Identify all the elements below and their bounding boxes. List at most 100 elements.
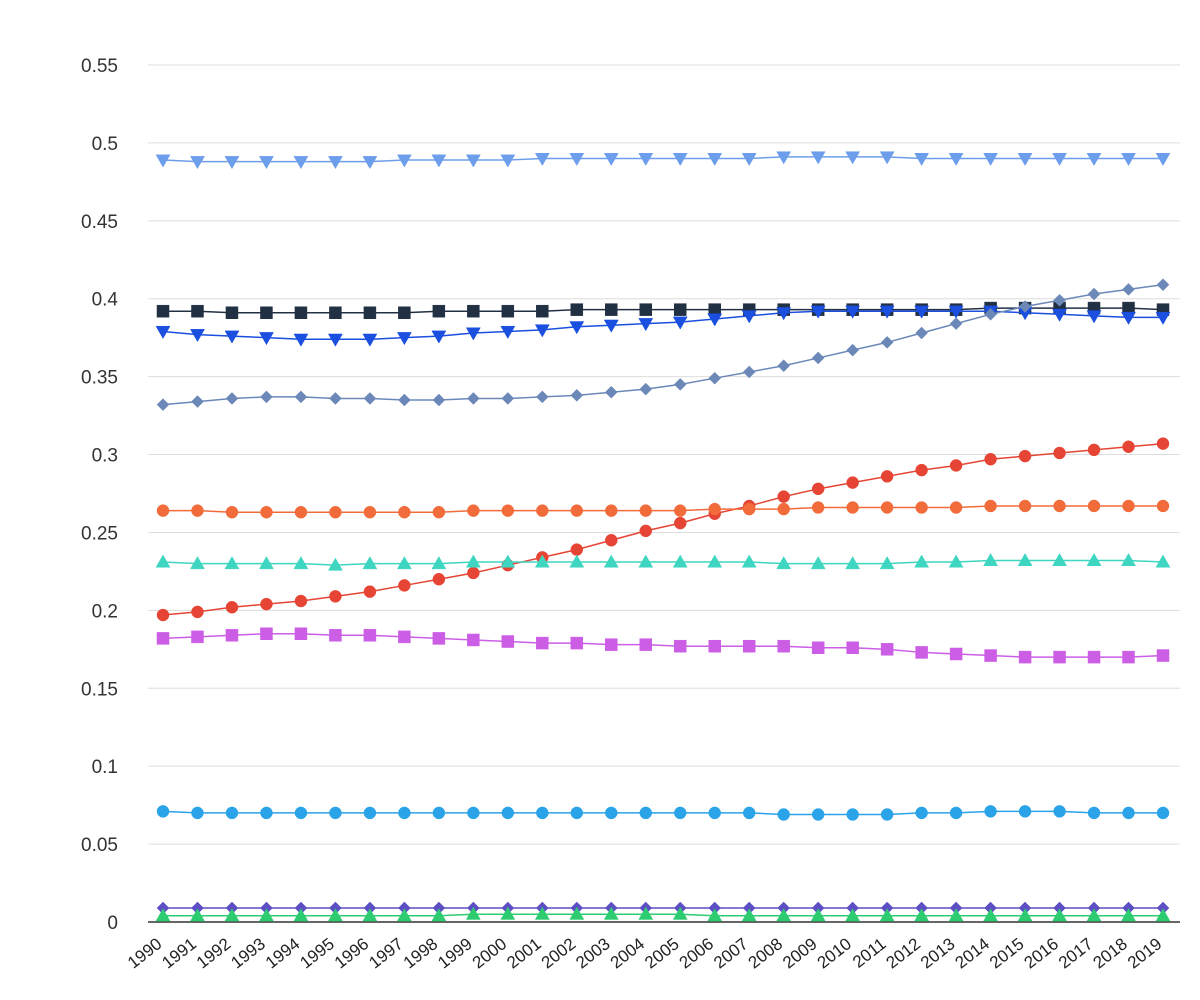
y-tick-label: 0.55 — [81, 56, 118, 77]
series-4 — [156, 278, 1170, 412]
data-point — [949, 459, 963, 472]
data-point — [260, 597, 273, 611]
data-point — [570, 388, 584, 402]
data-point — [845, 305, 861, 319]
data-point — [1156, 806, 1170, 820]
data-point — [846, 641, 859, 655]
data-point — [569, 321, 585, 335]
data-point — [948, 305, 964, 319]
data-point — [639, 303, 653, 316]
data-point — [914, 908, 930, 922]
y-tick-label: 0.5 — [92, 134, 118, 155]
data-point — [810, 908, 826, 922]
data-point — [1086, 908, 1102, 922]
data-point — [467, 806, 480, 820]
data-point — [1018, 449, 1032, 463]
y-tick-label: 0.25 — [81, 523, 118, 544]
data-point — [846, 343, 860, 357]
data-point — [672, 152, 688, 166]
series-line — [162, 283, 1164, 406]
data-point — [156, 632, 170, 645]
data-point — [398, 393, 411, 407]
data-point — [534, 152, 550, 166]
data-point — [190, 556, 205, 570]
x-tick-label: 1998 — [400, 934, 442, 972]
data-point — [673, 639, 687, 653]
data-point — [846, 501, 859, 514]
data-point — [362, 333, 378, 347]
data-point — [914, 554, 930, 568]
data-point — [845, 908, 861, 922]
data-point — [673, 504, 687, 517]
data-point — [603, 152, 619, 166]
data-point — [465, 906, 481, 920]
data-point — [776, 307, 792, 321]
data-point — [570, 806, 584, 820]
data-point — [811, 641, 825, 655]
data-point — [811, 482, 825, 496]
data-point — [467, 304, 480, 318]
data-point — [742, 365, 756, 379]
data-point — [1155, 311, 1171, 325]
series-3 — [155, 305, 1171, 347]
data-point — [432, 393, 446, 407]
data-point — [260, 806, 273, 820]
data-point — [363, 306, 377, 320]
x-tick-label: 2014 — [952, 934, 994, 972]
data-point — [500, 554, 516, 568]
data-point — [605, 638, 618, 651]
data-point — [1018, 499, 1032, 513]
data-point — [327, 333, 343, 347]
data-point — [260, 390, 273, 404]
data-point — [1017, 908, 1033, 922]
data-point — [329, 629, 342, 642]
data-point — [467, 633, 480, 647]
data-point — [260, 505, 273, 519]
data-point — [638, 554, 654, 568]
data-point — [639, 806, 653, 820]
data-point — [536, 806, 549, 820]
x-tick-label: 2018 — [1089, 934, 1131, 972]
data-point — [156, 805, 170, 818]
data-point — [605, 504, 618, 517]
data-point — [811, 501, 825, 514]
x-tick-label: 1990 — [124, 934, 166, 972]
data-point — [329, 590, 342, 603]
x-tick-label: 2011 — [849, 934, 890, 971]
data-point — [915, 463, 928, 477]
data-point — [465, 154, 481, 168]
data-point — [1053, 499, 1066, 513]
x-tick-label: 2015 — [986, 934, 1028, 972]
data-point — [605, 303, 618, 316]
data-point — [638, 152, 654, 166]
data-point — [673, 806, 687, 820]
data-point — [639, 638, 653, 651]
data-point — [948, 908, 964, 922]
data-point — [741, 908, 757, 922]
x-tick-label: 1999 — [434, 934, 476, 972]
data-point — [1086, 152, 1102, 166]
series-line — [162, 559, 1164, 566]
data-point — [672, 554, 688, 568]
data-point — [570, 543, 584, 556]
data-point — [396, 154, 412, 168]
data-point — [741, 310, 757, 324]
y-tick-label: 0.35 — [81, 368, 118, 389]
data-point — [879, 908, 895, 922]
data-point — [363, 806, 377, 820]
data-point — [1087, 806, 1101, 820]
x-tick-label: 2007 — [710, 934, 752, 972]
data-point — [708, 806, 721, 820]
data-point — [1156, 278, 1170, 292]
data-point — [191, 304, 204, 318]
x-tick-label: 2016 — [1021, 934, 1063, 972]
data-point — [363, 629, 377, 642]
data-point — [1053, 293, 1066, 307]
data-point — [845, 151, 861, 165]
data-point — [500, 154, 516, 168]
data-point — [225, 505, 239, 519]
data-point — [1121, 311, 1136, 325]
data-point — [431, 908, 447, 922]
data-point — [156, 504, 170, 517]
data-point — [1052, 308, 1067, 322]
